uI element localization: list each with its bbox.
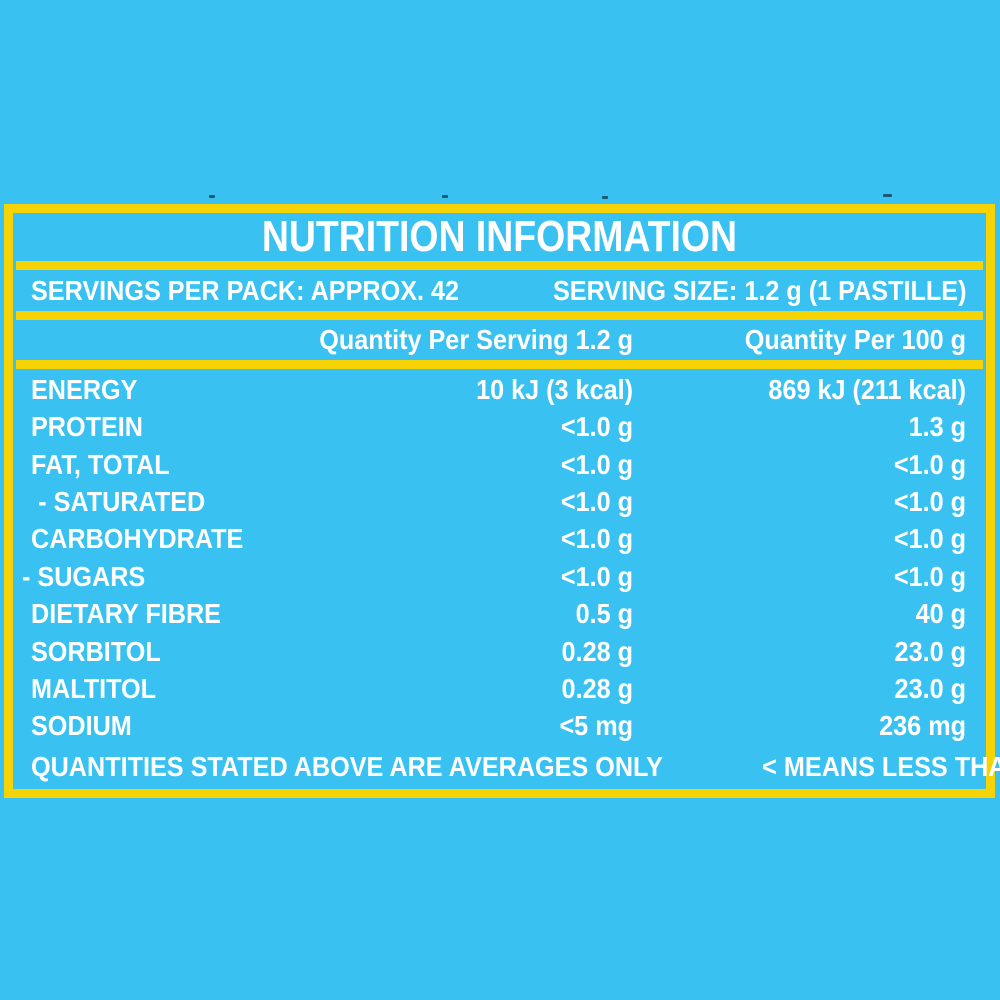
- print-registration-tick: [883, 194, 892, 197]
- nutrient-rows: ENERGY 10 kJ (3 kcal) 869 kJ (211 kcal) …: [13, 369, 986, 745]
- column-header-row: Quantity Per Serving 1.2 g Quantity Per …: [13, 320, 986, 360]
- print-registration-tick: [442, 195, 448, 198]
- footer-less-than-note: < MEANS LESS THAN: [762, 751, 1000, 782]
- value-per-100g: <1.0 g: [893, 560, 966, 592]
- servings-row: SERVINGS PER PACK: APPROX. 42 SERVING SI…: [13, 270, 986, 311]
- value-per-serving: 0.28 g: [561, 672, 633, 704]
- value-per-serving: 0.28 g: [561, 635, 633, 667]
- divider-below-servings: [16, 311, 983, 320]
- table-row-sugars: - SUGARS <1.0 g <1.0 g: [22, 558, 966, 595]
- footer-averages-note: QUANTITIES STATED ABOVE ARE AVERAGES ONL…: [31, 751, 663, 782]
- row-label: - SATURATED: [38, 485, 206, 517]
- panel-title-row: NUTRITION INFORMATION: [13, 212, 986, 261]
- row-label: SODIUM: [31, 710, 132, 742]
- value-per-serving: 0.5 g: [575, 598, 633, 630]
- table-row-protein: PROTEIN <1.0 g 1.3 g: [31, 408, 966, 445]
- value-per-100g: <1.0 g: [893, 523, 966, 555]
- table-row-dietary-fibre: DIETARY FIBRE 0.5 g 40 g: [31, 595, 966, 632]
- value-per-100g: 40 g: [915, 598, 966, 630]
- panel-title: NUTRITION INFORMATION: [261, 212, 738, 261]
- row-label: - SUGARS: [22, 560, 146, 592]
- divider-below-headers: [16, 360, 983, 369]
- value-per-serving: <5 mg: [559, 710, 633, 742]
- value-per-100g: <1.0 g: [893, 485, 966, 517]
- value-per-100g: <1.0 g: [893, 448, 966, 480]
- table-row-fat-total: FAT, TOTAL <1.0 g <1.0 g: [31, 446, 966, 483]
- print-registration-tick: [602, 196, 608, 199]
- value-per-serving: <1.0 g: [560, 448, 633, 480]
- table-row-saturated: - SATURATED <1.0 g <1.0 g: [31, 483, 966, 520]
- value-per-100g: 1.3 g: [908, 411, 966, 443]
- serving-size-text: SERVING SIZE: 1.2 g (1 PASTILLE): [552, 274, 967, 306]
- value-per-serving: <1.0 g: [560, 560, 633, 592]
- table-row-carbohydrate: CARBOHYDRATE <1.0 g <1.0 g: [31, 521, 966, 558]
- value-per-100g: 23.0 g: [894, 635, 966, 667]
- print-registration-tick: [209, 195, 215, 198]
- row-label: ENERGY: [31, 373, 138, 405]
- row-label: FAT, TOTAL: [31, 448, 170, 480]
- column-header-per-100g: Quantity Per 100 g: [744, 324, 966, 355]
- row-label: DIETARY FIBRE: [31, 598, 221, 630]
- row-label: SORBITOL: [31, 635, 161, 667]
- value-per-100g: 23.0 g: [894, 672, 966, 704]
- value-per-serving: <1.0 g: [560, 485, 633, 517]
- row-label: PROTEIN: [31, 411, 144, 443]
- row-label: MALTITOL: [31, 672, 157, 704]
- value-per-100g: 236 mg: [879, 710, 966, 742]
- table-row-sorbitol: SORBITOL 0.28 g 23.0 g: [31, 633, 966, 670]
- row-label: CARBOHYDRATE: [31, 523, 244, 555]
- value-per-serving: 10 kJ (3 kcal): [476, 373, 633, 405]
- divider-below-title: [16, 261, 983, 270]
- value-per-100g: 869 kJ (211 kcal): [768, 373, 966, 405]
- table-row-energy: ENERGY 10 kJ (3 kcal) 869 kJ (211 kcal): [31, 371, 966, 408]
- nutrition-information-panel: NUTRITION INFORMATION SERVINGS PER PACK:…: [4, 204, 1000, 798]
- value-per-serving: <1.0 g: [560, 411, 633, 443]
- table-row-sodium: SODIUM <5 mg 236 mg: [31, 708, 966, 745]
- column-header-per-serving: Quantity Per Serving 1.2 g: [319, 324, 633, 355]
- footer-row: QUANTITIES STATED ABOVE ARE AVERAGES ONL…: [13, 745, 1000, 789]
- servings-per-pack-text: SERVINGS PER PACK: APPROX. 42: [31, 274, 460, 306]
- value-per-serving: <1.0 g: [560, 523, 633, 555]
- table-row-maltitol: MALTITOL 0.28 g 23.0 g: [31, 670, 966, 707]
